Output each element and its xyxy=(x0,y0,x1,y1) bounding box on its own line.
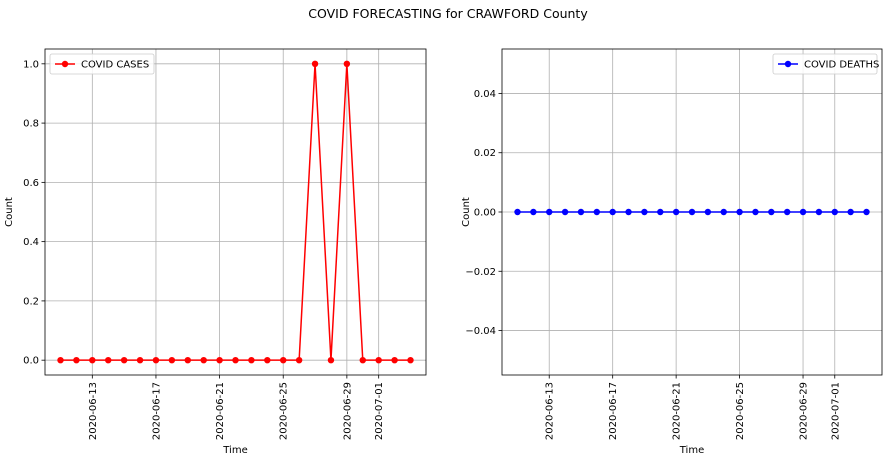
data-point xyxy=(720,208,727,216)
figure-title: COVID FORECASTING for CRAWFORD County xyxy=(308,6,588,21)
data-point xyxy=(752,208,759,216)
data-point xyxy=(120,356,128,364)
data-point xyxy=(863,208,870,216)
data-point xyxy=(264,356,271,364)
y-tick-label: 1.0 xyxy=(23,59,39,70)
data-point xyxy=(232,356,239,364)
y-axis-label: Count xyxy=(461,197,472,227)
data-point xyxy=(609,208,616,216)
data-point xyxy=(831,208,838,216)
y-tick-label: 0.04 xyxy=(474,89,496,100)
x-tick-label: 2020-06-13 xyxy=(88,382,99,440)
y-tick-label: −0.04 xyxy=(465,326,496,337)
x-axis-label: Time xyxy=(222,445,247,456)
data-point xyxy=(514,208,521,216)
deaths-subplot: −0.04 −0.02 0.00 0.02 0.04 2020-06-13 2020-06-… xyxy=(461,48,883,456)
legend-label: COVID DEATHS xyxy=(804,60,879,71)
data-point xyxy=(295,356,303,364)
x-tick-label: 2020-06-13 xyxy=(545,382,556,440)
data-point xyxy=(546,208,553,216)
data-point xyxy=(248,356,255,364)
x-tick-label: 2020-06-25 xyxy=(735,382,746,440)
data-point xyxy=(847,208,854,216)
data-point xyxy=(641,208,648,216)
x-axis-label: Time xyxy=(679,445,704,456)
data-point xyxy=(704,208,712,216)
y-tick-label: 0.8 xyxy=(23,119,39,130)
data-point xyxy=(407,356,414,364)
data-point xyxy=(136,356,144,364)
data-point xyxy=(736,208,743,216)
y-tick-label: 0.4 xyxy=(23,237,39,248)
data-point xyxy=(105,356,112,364)
data-point xyxy=(593,208,601,216)
data-point xyxy=(89,356,96,364)
y-tick-label: −0.02 xyxy=(465,267,496,278)
y-tick-label: 0.6 xyxy=(23,178,39,189)
y-tick-label: 0.0 xyxy=(23,356,39,367)
legend-label: COVID CASES xyxy=(81,60,149,71)
axes-frame xyxy=(44,48,427,376)
data-point xyxy=(375,356,382,364)
x-tick-label: 2020-06-17 xyxy=(151,382,162,440)
cases-subplot: 0.0 0.2 0.4 0.6 0.8 1.0 2020-06-13 2020-06-17 20… xyxy=(4,48,427,456)
data-point xyxy=(577,208,585,216)
y-axis-label: Count xyxy=(4,197,15,227)
x-tick-label: 2020-06-17 xyxy=(608,382,619,440)
data-point xyxy=(783,208,791,216)
data-point xyxy=(57,356,64,364)
x-tick-label: 2020-06-29 xyxy=(799,382,810,440)
x-tick-label: 2020-07-01 xyxy=(374,382,385,440)
y-tick-label: 0.00 xyxy=(474,208,496,219)
data-point xyxy=(768,208,775,216)
data-point xyxy=(561,208,569,216)
data-point xyxy=(672,208,680,216)
data-point xyxy=(530,208,537,216)
x-tick-label: 2020-06-25 xyxy=(279,382,290,440)
legend-marker xyxy=(784,60,792,68)
legend-box xyxy=(772,53,878,75)
data-point xyxy=(280,356,287,364)
legend-marker xyxy=(61,60,69,68)
y-tick-label: 0.02 xyxy=(474,148,496,159)
data-point xyxy=(200,356,207,364)
data-point xyxy=(343,60,351,68)
data-point xyxy=(168,356,176,364)
y-tick-label: 0.2 xyxy=(23,296,39,307)
legend-box xyxy=(49,53,155,75)
data-point xyxy=(359,356,366,364)
data-point xyxy=(327,356,335,364)
x-tick-label: 2020-06-21 xyxy=(215,382,226,440)
data-point xyxy=(625,208,632,216)
x-tick-label: 2020-06-29 xyxy=(342,382,353,440)
x-tick-label: 2020-06-21 xyxy=(672,382,683,440)
data-point xyxy=(311,60,319,68)
data-point xyxy=(657,208,664,216)
data-point xyxy=(391,356,398,364)
data-point xyxy=(799,208,807,216)
data-point xyxy=(152,356,160,364)
data-point xyxy=(184,356,191,364)
x-tick-label: 2020-07-01 xyxy=(830,382,841,440)
data-point xyxy=(688,208,696,216)
data-point xyxy=(815,208,823,216)
data-point xyxy=(73,356,80,364)
data-point xyxy=(216,356,223,364)
